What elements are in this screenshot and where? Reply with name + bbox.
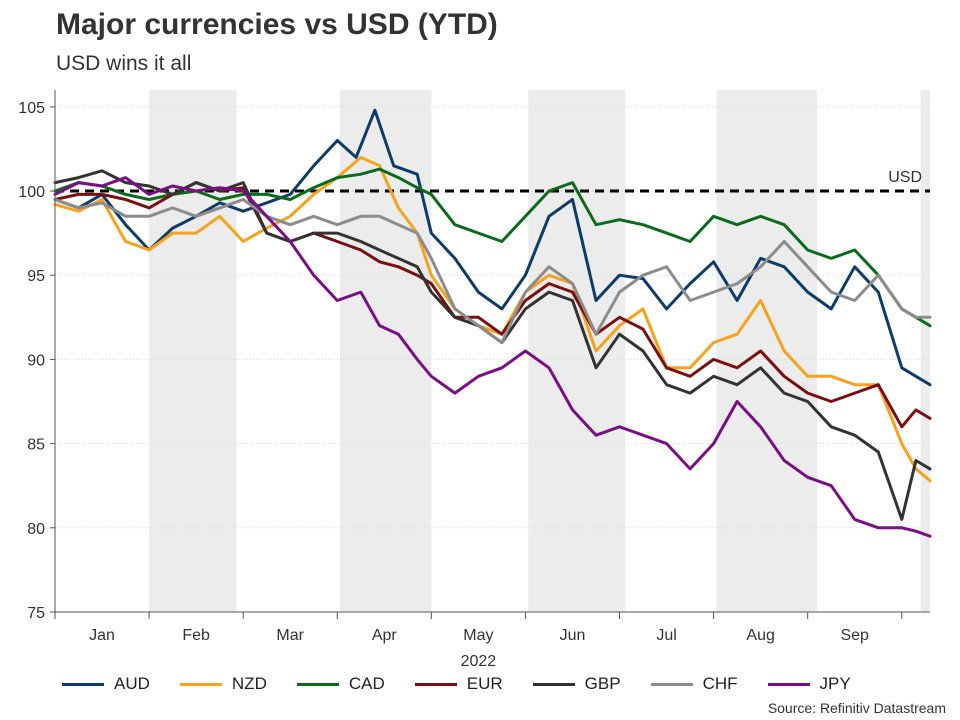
series-lines	[53, 108, 932, 538]
x-tick-label-may: May	[463, 627, 493, 644]
shaded-band-1	[340, 90, 432, 612]
y-tick-label-95: 95	[27, 268, 45, 285]
x-tick-label-aug: Aug	[746, 627, 774, 644]
series-line-aud	[53, 108, 932, 387]
legend-swatch-cad	[296, 682, 339, 686]
source-note: Source: Refinitiv Datastream	[767, 700, 946, 716]
x-tick-label-sep: Sep	[840, 627, 869, 644]
series-line-chf	[53, 198, 932, 345]
y-tick-label-75: 75	[27, 605, 45, 622]
legend-label-jpy: JPY	[819, 674, 851, 693]
series-line-nzd	[53, 155, 932, 483]
chart-title: Major currencies vs USD (YTD)	[56, 8, 498, 41]
legend: AUD NZD CAD EUR GBP CHF JPY	[62, 672, 881, 696]
x-tick-label-apr: Apr	[372, 627, 398, 644]
series-line-jpy	[53, 176, 932, 538]
usd-reference-line-group: USD	[55, 169, 930, 193]
legend-item-eur: EUR	[414, 674, 503, 694]
y-tick-label-100: 100	[18, 184, 45, 201]
legend-swatch-gbp	[532, 682, 575, 686]
y-tick-label-105: 105	[18, 100, 45, 117]
x-tick-label-mar: Mar	[276, 627, 304, 644]
x-tick-label-jul: Jul	[656, 627, 676, 644]
x-tick-label-jan: Jan	[89, 627, 115, 644]
x-tick-label-jun: Jun	[560, 627, 586, 644]
legend-label-chf: CHF	[702, 674, 738, 693]
legend-item-nzd: NZD	[179, 674, 267, 694]
legend-swatch-jpy	[767, 682, 810, 686]
y-tick-label-90: 90	[27, 352, 45, 369]
y-tick-label-85: 85	[27, 437, 45, 454]
x-axis-year-label: 2022	[461, 653, 497, 670]
chart-subtitle: USD wins it all	[56, 52, 192, 75]
shaded-band-2	[528, 90, 626, 612]
legend-swatch-nzd	[179, 682, 222, 686]
legend-item-aud: AUD	[62, 674, 150, 694]
legend-label-nzd: NZD	[231, 674, 267, 693]
shaded-band-0	[149, 90, 237, 612]
shaded-month-bands	[149, 90, 930, 612]
usd-reference-label: USD	[888, 169, 922, 186]
legend-label-cad: CAD	[348, 674, 385, 693]
shaded-band-4	[920, 90, 930, 612]
axes: 75 80 85 90 95 100 105 Jan Feb Mar Apr May Jun Jul Aug…	[18, 90, 930, 670]
legend-swatch-aud	[62, 682, 104, 686]
legend-item-cad: CAD	[296, 674, 385, 694]
legend-swatch-eur	[414, 682, 457, 686]
legend-swatch-chf	[650, 682, 693, 686]
legend-item-jpy: JPY	[767, 674, 851, 694]
series-line-cad	[53, 167, 932, 328]
legend-label-gbp: GBP	[584, 674, 621, 693]
y-tick-label-80: 80	[27, 521, 45, 538]
legend-label-aud: AUD	[114, 674, 150, 693]
legend-item-chf: CHF	[650, 674, 738, 694]
legend-label-eur: EUR	[466, 674, 503, 693]
legend-item-gbp: GBP	[532, 674, 621, 694]
shaded-band-3	[716, 90, 818, 612]
x-tick-label-feb: Feb	[182, 627, 210, 644]
